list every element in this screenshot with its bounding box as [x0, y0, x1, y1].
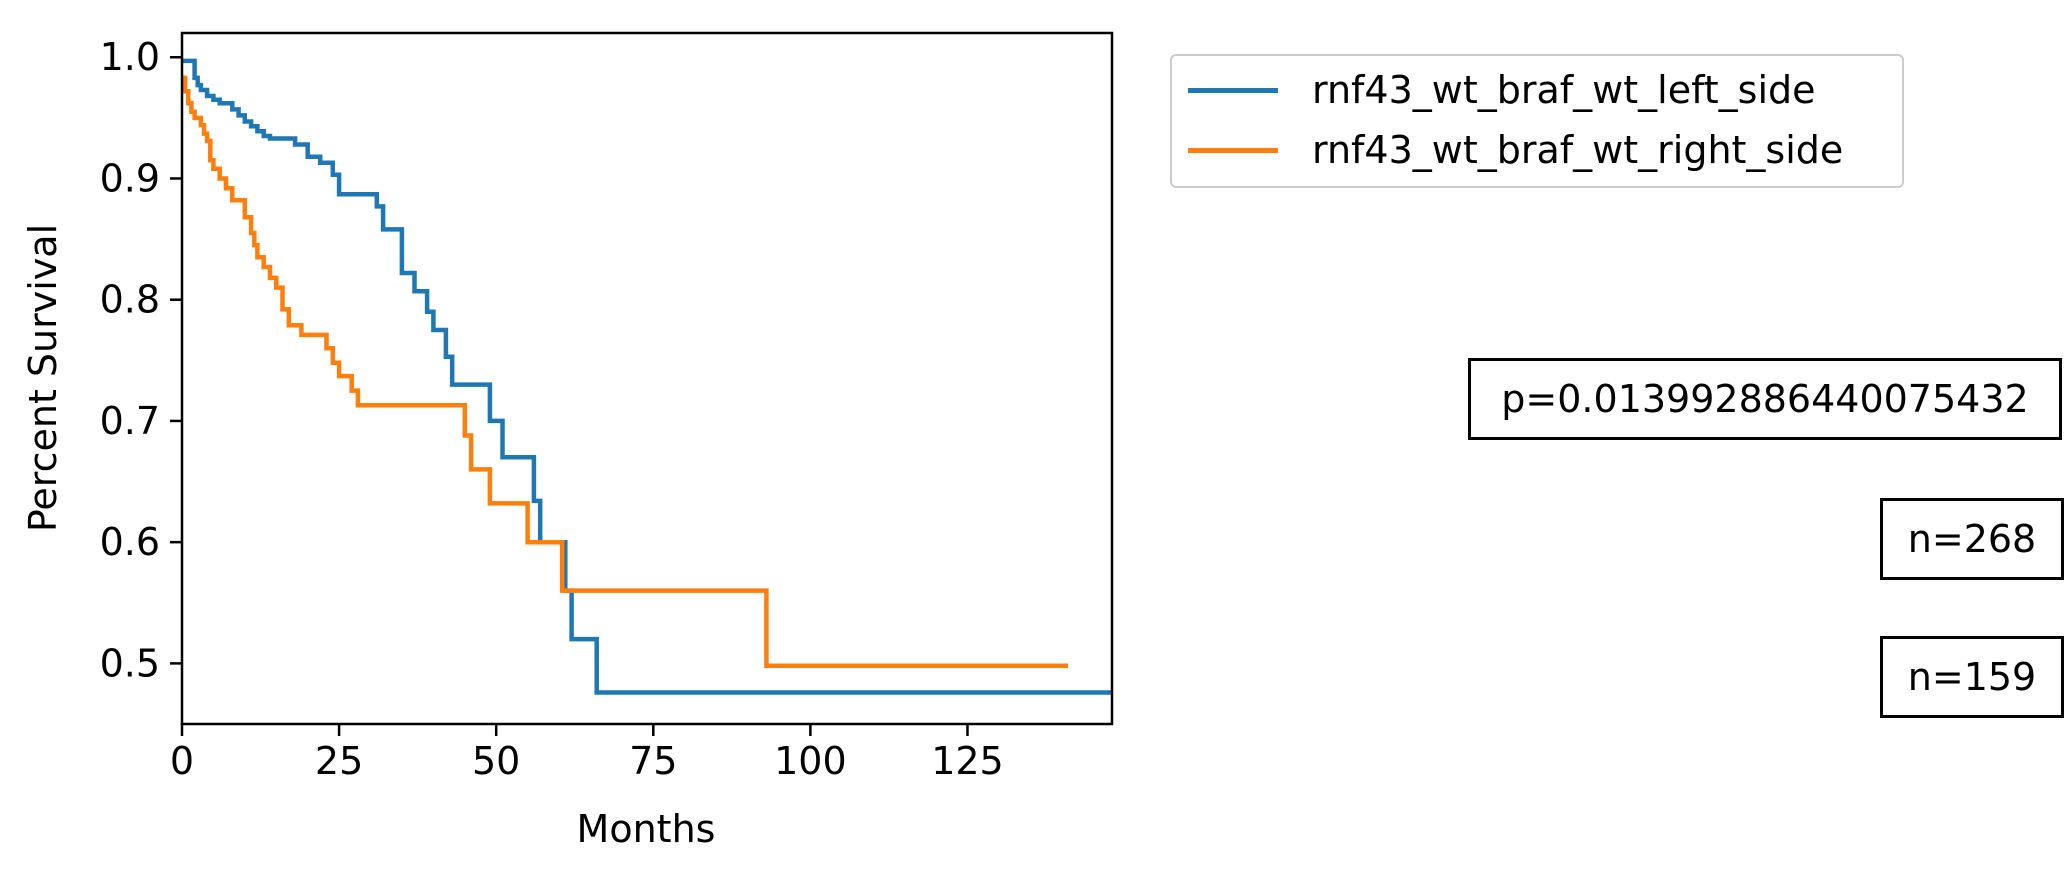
- legend-label-right-side: rnf43_wt_braf_wt_right_side: [1312, 128, 1844, 172]
- x-tick-label: 50: [472, 739, 520, 783]
- y-tick-label: 0.9: [100, 156, 160, 200]
- y-tick-label: 1.0: [100, 35, 160, 79]
- x-tick-label: 100: [774, 739, 847, 783]
- x-tick-label: 25: [315, 739, 363, 783]
- x-axis-label: Months: [577, 807, 716, 851]
- legend-swatch-right-side: [1188, 147, 1278, 153]
- n-count-box-right: n=159: [1880, 636, 2064, 718]
- y-axis-label: Percent Survival: [21, 224, 65, 532]
- y-tick-label: 0.7: [100, 399, 160, 443]
- legend-item-right-side: rnf43_wt_braf_wt_right_side: [1188, 128, 1844, 172]
- y-tick-label: 0.6: [100, 520, 160, 564]
- legend: rnf43_wt_braf_wt_left_side rnf43_wt_braf…: [1170, 54, 1904, 188]
- legend-item-left-side: rnf43_wt_braf_wt_left_side: [1188, 68, 1816, 112]
- series-layer: [182, 58, 1112, 695]
- series-line-left-side: [182, 58, 1112, 695]
- x-tick-label: 125: [931, 739, 1004, 783]
- legend-swatch-left-side: [1188, 87, 1278, 93]
- plot-frame: [180, 31, 1114, 726]
- axes-layer: 0 25 50 75 100 125 0.5 0.6 0.7 0.8 0.9 1.0: [100, 31, 1114, 783]
- x-tick-label: 75: [629, 739, 677, 783]
- y-tick-label: 0.8: [100, 278, 160, 322]
- x-tick-label: 0: [170, 739, 194, 783]
- series-line-right-side: [182, 75, 1068, 669]
- legend-label-left-side: rnf43_wt_braf_wt_left_side: [1312, 68, 1816, 112]
- y-tick-label: 0.5: [100, 641, 160, 685]
- n-count-box-left: n=268: [1880, 498, 2064, 580]
- p-value-box: p=0.013992886440075432: [1468, 358, 2062, 440]
